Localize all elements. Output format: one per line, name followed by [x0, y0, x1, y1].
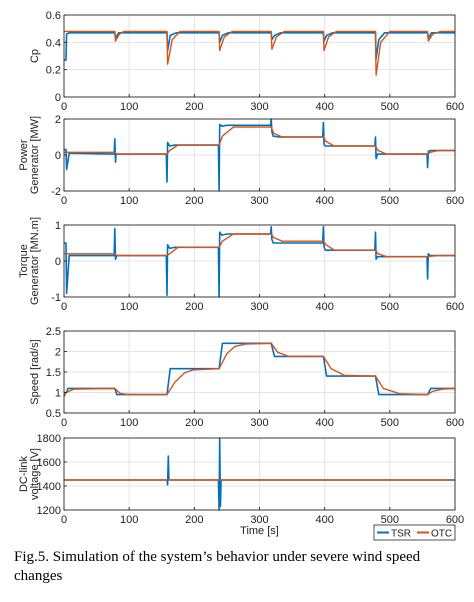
x-tick-label: 0: [61, 195, 67, 207]
y-tick-label: 0.4: [46, 37, 61, 49]
x-tick-label: 200: [185, 417, 203, 429]
y-tick-label: 1: [55, 220, 61, 232]
x-tick-label: 0: [61, 514, 67, 526]
x-tick-label: 500: [381, 195, 399, 207]
y-axis-label: Torque: [18, 244, 30, 278]
x-tick-label: 100: [120, 514, 138, 526]
x-tick-label: 400: [315, 514, 333, 526]
y-axis-label: Power: [18, 139, 30, 171]
y-tick-label: 1200: [37, 505, 61, 517]
legend-label-tsr: TSR: [391, 529, 411, 540]
y-tick-label: 0.6: [46, 10, 61, 22]
x-axis-label: Time [s]: [240, 525, 279, 537]
y-axis-label: Cp: [29, 49, 41, 63]
x-tick-label: 400: [315, 195, 333, 207]
subplot-5: 0 100 200 300 400 500 600 1200 1400 1600 1800 DC-li…: [18, 433, 464, 537]
x-tick-label: 200: [185, 301, 203, 313]
y-tick-label: 1600: [37, 457, 61, 469]
y-axis-label: Speed [rad/s]: [29, 339, 41, 404]
y-axis-label: Generator [MW]: [29, 116, 41, 194]
x-tick-label: 100: [120, 301, 138, 313]
x-tick-label: 300: [250, 417, 268, 429]
y-axis-label: voltage [V]: [29, 448, 41, 500]
y-tick-label: 2.5: [46, 326, 61, 338]
y-tick-label: 0.2: [46, 65, 61, 77]
series-line-otc: [64, 233, 455, 258]
subplot-1: 0 100 200 300 400 500 600 0 0.2 0.4 0.6 Cp: [29, 10, 464, 113]
y-tick-label: 1800: [37, 433, 61, 445]
x-tick-label: 500: [381, 101, 399, 113]
x-tick-label: 100: [120, 417, 138, 429]
figure-caption: Fig.5. Simulation of the system’s behavi…: [14, 549, 421, 584]
x-tick-label: 400: [315, 101, 333, 113]
x-tick-label: 500: [381, 301, 399, 313]
y-tick-label: 2: [55, 114, 61, 126]
subplot-4: 0 100 200 300 400 500 600 0.5 1 1.5 2 2.5 Speed [rad…: [29, 326, 464, 429]
y-tick-label: 2: [55, 347, 61, 359]
series-line-tsr: [64, 226, 455, 298]
x-tick-label: 600: [446, 301, 464, 313]
x-tick-label: 300: [250, 301, 268, 313]
x-tick-label: 500: [381, 417, 399, 429]
y-tick-label: 0: [55, 92, 61, 104]
x-tick-label: 100: [120, 195, 138, 207]
x-tick-label: 500: [381, 514, 399, 526]
y-tick-label: 0: [55, 256, 61, 268]
x-tick-label: 600: [446, 417, 464, 429]
x-tick-label: 0: [61, 101, 67, 113]
y-tick-label: 1.5: [46, 367, 61, 379]
x-tick-label: 300: [250, 514, 268, 526]
series-line-otc: [64, 30, 455, 76]
y-tick-label: 1400: [37, 481, 61, 493]
x-tick-label: 400: [315, 301, 333, 313]
x-tick-label: 300: [250, 195, 268, 207]
x-tick-label: 0: [61, 417, 67, 429]
x-tick-label: 600: [446, 101, 464, 113]
series-line-tsr: [64, 118, 455, 192]
series-line-otc: [63, 342, 456, 397]
x-tick-label: 600: [446, 195, 464, 207]
y-tick-label: -2: [51, 186, 61, 198]
y-tick-label: 0: [55, 150, 61, 162]
legend-box: [373, 524, 456, 541]
x-tick-label: 0: [61, 301, 67, 313]
x-tick-label: 200: [185, 101, 203, 113]
x-tick-label: 600: [446, 514, 464, 526]
x-tick-label: 100: [120, 101, 138, 113]
legend-label-otc: OTC: [431, 529, 452, 540]
y-tick-label: 0.5: [46, 408, 61, 420]
y-tick-label: 1: [55, 388, 61, 400]
x-tick-label: 300: [250, 101, 268, 113]
y-axis-label: Generator [MN.m]: [29, 217, 41, 305]
y-axis-label: DC-link: [18, 455, 30, 492]
series-line-otc: [64, 126, 455, 155]
x-tick-label: 200: [185, 514, 203, 526]
legend: TSR OTC: [373, 524, 456, 541]
y-tick-label: -1: [51, 292, 61, 304]
x-tick-label: 400: [315, 417, 333, 429]
x-tick-label: 200: [185, 195, 203, 207]
